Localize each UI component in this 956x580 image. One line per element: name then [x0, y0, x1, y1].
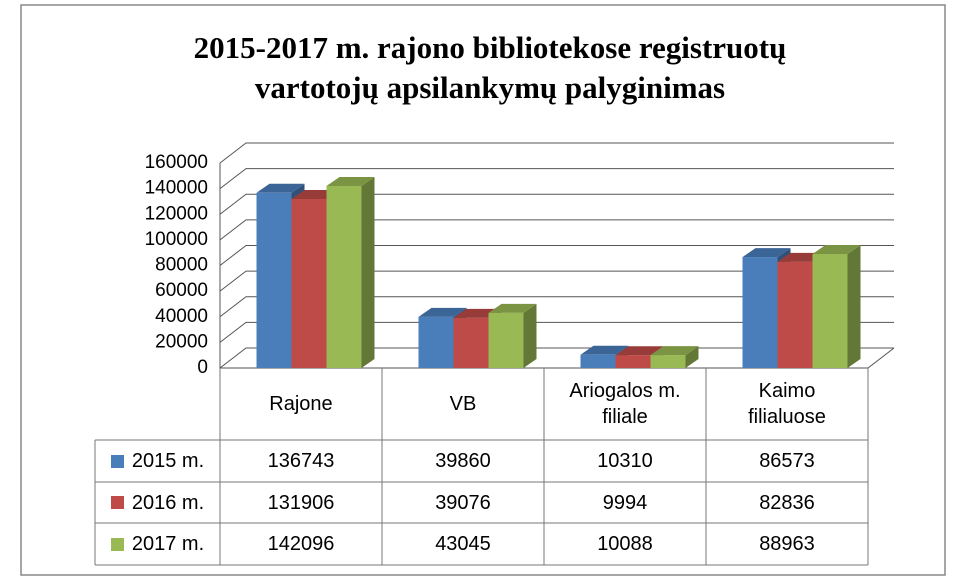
bar-front — [453, 317, 489, 368]
y-tick-label: 40000 — [155, 306, 208, 327]
y-tick-label: 80000 — [155, 255, 208, 276]
bar-top — [812, 245, 861, 255]
legend-swatch — [110, 496, 124, 509]
chart-border — [20, 4, 946, 576]
table-value: 142096 — [267, 533, 335, 555]
bar-front — [580, 354, 616, 368]
legend-swatch — [110, 454, 124, 468]
y-tick-label: 140000 — [145, 178, 208, 199]
bar-front — [488, 312, 524, 368]
bar-front — [812, 254, 848, 368]
bar-front — [326, 185, 362, 368]
bar — [488, 303, 537, 368]
table-value: 88963 — [759, 533, 815, 555]
bar-top — [742, 248, 791, 258]
grid-line — [219, 219, 894, 241]
bar — [812, 245, 861, 368]
legend-entry: 2016 m. — [95, 482, 220, 523]
bar-front — [777, 261, 813, 368]
chart-title: 2015-2017 m. rajono bibliotekose registr… — [193, 30, 787, 105]
y-tick-label: 60000 — [155, 280, 208, 301]
bar-top — [580, 345, 629, 355]
table-value: 136743 — [267, 450, 335, 472]
bar-top — [256, 183, 305, 193]
bar-top — [326, 176, 375, 186]
y-tick-label: 120000 — [145, 203, 208, 224]
bar-front — [650, 355, 686, 368]
bar-top — [650, 346, 699, 356]
bar-side — [523, 303, 537, 368]
bar-top — [488, 303, 537, 313]
grid-line — [219, 270, 894, 292]
legend-label: 2017 m. — [131, 533, 205, 555]
legend-entry: 2017 m. — [95, 523, 220, 565]
x-tick-label: Ariogalos m. filiale — [569, 380, 681, 428]
grid-line — [219, 245, 894, 266]
bar-side — [685, 346, 699, 368]
x-tick-label: Rajone — [269, 393, 333, 415]
table-value: 131906 — [267, 491, 335, 514]
table-value: 43045 — [435, 533, 491, 555]
bar — [326, 176, 375, 368]
grid-line — [219, 193, 894, 215]
x-tick-label: VB — [449, 393, 477, 415]
legend-entry: 2015 m. — [95, 440, 220, 482]
bar-side — [847, 245, 861, 368]
table-value: 9994 — [602, 491, 648, 514]
y-tick-label: 100000 — [145, 229, 208, 250]
legend-label: 2015 m. — [131, 450, 205, 472]
bar-top — [418, 307, 467, 317]
table-value: 86573 — [759, 450, 815, 472]
grid-line — [219, 296, 894, 318]
bar-front — [615, 355, 651, 368]
bar-front — [742, 257, 778, 368]
legend-label: 2016 m. — [131, 491, 205, 514]
y-tick-label: 20000 — [155, 331, 208, 352]
table-value: 39860 — [435, 450, 491, 472]
bar-top — [615, 346, 664, 356]
bar-front — [256, 192, 292, 368]
bar-side — [361, 176, 375, 368]
table-value: 39076 — [435, 491, 491, 514]
y-tick-label: 160000 — [145, 152, 208, 173]
legend-swatch — [110, 537, 124, 551]
table-value: 10088 — [597, 533, 653, 555]
bar-front — [418, 316, 454, 368]
y-tick-label: 0 — [197, 357, 208, 378]
grid-line — [219, 321, 894, 343]
bar — [650, 346, 699, 368]
grid-line — [219, 168, 894, 190]
x-tick-label: Kaimo filialuose — [748, 380, 826, 428]
table-value: 82836 — [759, 491, 815, 514]
table-value: 10310 — [597, 450, 653, 472]
grid-line — [219, 142, 894, 164]
bar-front — [291, 198, 327, 368]
